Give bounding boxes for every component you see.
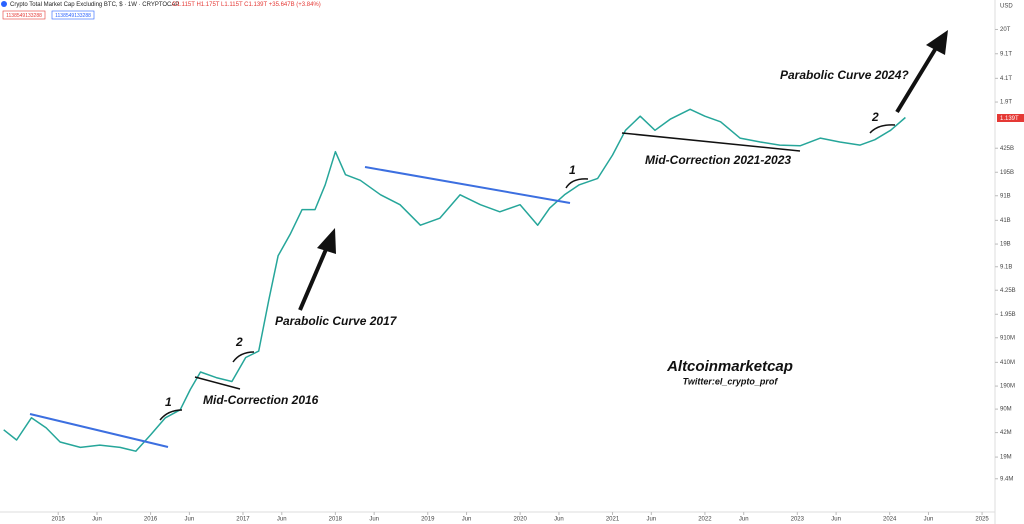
currency: USD	[1000, 4, 1013, 10]
x-tick-label: 2025	[975, 517, 989, 523]
x-tick-label: Jun	[92, 517, 102, 523]
annotations: 1 2 Parabolic Curve 2017 Mid-Correction …	[29, 30, 948, 448]
trendline	[29, 413, 169, 448]
x-tick-label: 2020	[513, 517, 527, 523]
watermark: Altcoinmarketcap	[666, 358, 793, 375]
y-tick-label: 190M	[1000, 384, 1015, 390]
y-tick-label: 19B	[1000, 242, 1011, 248]
arrow-head	[926, 30, 948, 55]
symbol-icon	[1, 1, 7, 7]
buy-price: 1138549133288	[55, 13, 91, 19]
x-tick-label: 2021	[606, 517, 620, 523]
y-tick-label: 42M	[1000, 430, 1012, 436]
y-tick-label: 4.25B	[1000, 288, 1016, 294]
y-tick-label: 4.1T	[1000, 76, 1012, 82]
annotation: 1	[569, 163, 576, 177]
annotation: Mid-Correction 2016	[203, 393, 319, 407]
trendline	[621, 132, 801, 152]
x-tick-label: Jun	[185, 517, 195, 523]
annotation: Parabolic Curve 2024?	[780, 68, 909, 82]
y-tick-label: 9.4M	[1000, 476, 1013, 482]
arc	[159, 409, 183, 421]
annotation: 2	[235, 335, 243, 349]
x-tick-label: 2022	[698, 517, 712, 523]
x-tick-label: 2024	[883, 517, 897, 523]
ohlc: O1.115T H1.175T L1.115T C1.139T +35.647B…	[172, 2, 321, 8]
sell-box[interactable]	[2, 10, 46, 20]
arc	[565, 178, 589, 189]
buy-box[interactable]	[51, 10, 95, 20]
arrow	[298, 246, 329, 311]
y-tick-label: 1.95B	[1000, 312, 1016, 318]
arc	[869, 124, 896, 134]
annotation: 2	[871, 110, 879, 124]
x-tick-label: 2017	[236, 517, 250, 523]
arrow-head	[317, 228, 336, 254]
price-line	[3, 108, 906, 452]
y-tick-label: 19M	[1000, 455, 1012, 461]
arc	[232, 351, 255, 363]
x-tick-label: Jun	[646, 517, 656, 523]
y-tick-label: 195B	[1000, 170, 1014, 176]
y-tick-label: 91B	[1000, 193, 1011, 199]
x-tick-label: Jun	[739, 517, 749, 523]
y-tick-label: 20T	[1000, 27, 1011, 33]
y-tick-label: 41B	[1000, 218, 1011, 224]
sell-price: 1138549133288	[6, 13, 42, 19]
x-tick-label: Jun	[554, 517, 564, 523]
y-tick-label: 9.1B	[1000, 264, 1012, 270]
annotation: 1	[165, 395, 172, 409]
y-tick-label: 425B	[1000, 146, 1014, 152]
watermark-sub: Twitter:el_crypto_prof	[683, 376, 779, 386]
arrow	[895, 46, 938, 114]
x-tick-label: 2023	[791, 517, 805, 523]
trendline	[194, 376, 241, 390]
y-tick-label: 910M	[1000, 335, 1015, 341]
last-price: 1.139T	[1000, 116, 1019, 122]
x-tick-label: Jun	[277, 517, 287, 523]
x-tick-label: 2015	[52, 517, 66, 523]
x-tick-label: Jun	[831, 517, 841, 523]
trendline	[364, 166, 571, 204]
x-tick-label: Jun	[462, 517, 472, 523]
last-price-box	[997, 114, 1024, 122]
x-tick-label: 2018	[329, 517, 343, 523]
annotation: Mid-Correction 2021-2023	[645, 153, 791, 167]
x-tick-label: Jun	[369, 517, 379, 523]
y-tick-label: 90M	[1000, 407, 1012, 413]
y-tick-label: 1.9T	[1000, 100, 1012, 106]
x-tick-label: 2016	[144, 517, 158, 523]
y-tick-label: 410M	[1000, 360, 1015, 366]
symbol-title: Crypto Total Market Cap Excluding BTC, $…	[10, 2, 179, 8]
x-tick-label: Jun	[924, 517, 934, 523]
annotation: Parabolic Curve 2017	[275, 314, 398, 328]
x-tick-label: 2019	[421, 517, 435, 523]
y-tick-label: 9.1T	[1000, 51, 1012, 57]
